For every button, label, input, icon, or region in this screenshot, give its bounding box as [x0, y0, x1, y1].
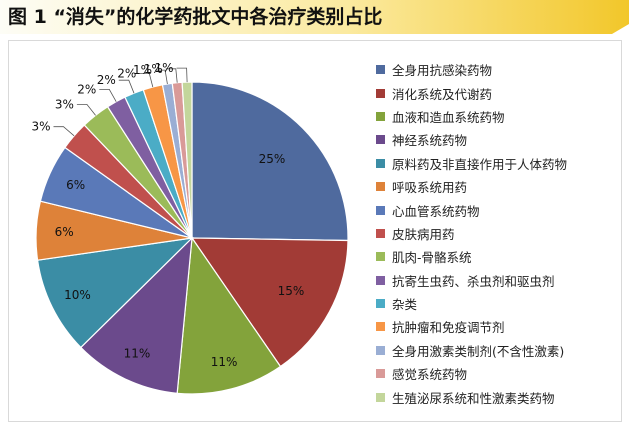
legend-item: 肌肉-骨骼系统 [376, 245, 620, 268]
pie-slice [191, 81, 349, 242]
legend-item: 抗肿瘤和免疫调节剂 [376, 315, 620, 338]
data-label: 1% [144, 62, 163, 76]
legend-item: 心血管系统药物 [376, 198, 620, 221]
data-label: 6% [66, 178, 85, 192]
legend-label: 感觉系统药物 [392, 367, 468, 383]
legend-swatch [376, 65, 385, 75]
pie-slice [36, 237, 194, 349]
legend-label: 原料药及非直接作用于人体药物 [392, 156, 568, 172]
data-label: 2% [117, 66, 136, 80]
data-label: 1% [133, 63, 152, 77]
legend-label: 抗肿瘤和免疫调节剂 [392, 320, 505, 336]
legend-swatch [376, 182, 385, 192]
leader-line [155, 69, 168, 85]
data-label: 10% [64, 288, 91, 302]
leader-line [176, 67, 188, 83]
data-label: 3% [31, 120, 50, 134]
pie-chart: 25%15%11%11%10%6%6%3%3%2%2% 2%1%1%1% [31, 61, 349, 395]
legend-label: 皮肤病用药 [392, 226, 455, 242]
pie-slice [190, 237, 349, 368]
data-label: 11% [124, 347, 151, 361]
legend-item: 血液和造血系统药物 [376, 105, 620, 128]
chart-legend: 全身用抗感染药物 消化系统及代谢药 血液和造血系统药物 神经系统药物原料药及非直接作用… [376, 58, 620, 409]
legend-swatch [376, 228, 385, 238]
data-label: 25% [259, 152, 286, 166]
legend-label: 心血管系统药物 [392, 203, 480, 219]
legend-item: 感觉系统药物 [376, 362, 620, 385]
title-bar: 图 1 “消失”的化学药批文中各治疗类别占比 [0, 0, 629, 34]
legend-swatch [376, 111, 385, 121]
legend-swatch [376, 322, 385, 332]
chart-area: 25% 15% 11% 11% 10% 6% 6% 3% 3% 2% 2% 2% 1% 1% 1% [8, 40, 622, 422]
data-label: 3% [55, 97, 74, 111]
pie-slice [79, 236, 193, 394]
data-label: 6% [55, 225, 74, 239]
legend-label: 血液和造血系统药物 [392, 109, 505, 125]
data-label: 11% [211, 355, 238, 369]
legend-item: 原料药及非直接作用于人体药物 [376, 152, 620, 175]
leader-line [118, 79, 135, 94]
legend-swatch [376, 252, 385, 262]
data-label: 2% [97, 73, 116, 87]
legend-label: 生殖泌尿系统和性激素类药物 [392, 390, 555, 406]
legend-swatch [376, 275, 385, 285]
legend-label: 肌肉-骨骼系统 [392, 250, 472, 266]
leader-line [165, 68, 178, 83]
legend-label: 呼吸系统用药 [392, 180, 468, 196]
leader-line [76, 104, 96, 116]
data-label: 15% [278, 284, 305, 298]
legend-item: 生殖泌尿系统和性激素类药物 [376, 385, 620, 408]
legend-swatch [376, 158, 385, 168]
data-label: 1% [155, 61, 174, 75]
legend-swatch [376, 135, 385, 145]
legend-swatch [376, 299, 385, 309]
data-label: 2% [77, 82, 96, 96]
legend-item: 杂类 [376, 292, 620, 315]
legend-label: 全身用激素类制剂(不含性激素) [392, 343, 565, 359]
legend-label: 消化系统及代谢药 [392, 86, 493, 102]
pie-slice [176, 236, 282, 395]
legend-swatch [376, 369, 385, 379]
legend-item: 全身用抗感染药物 [376, 58, 620, 81]
legend-swatch [376, 205, 385, 215]
legend-item: 抗寄生虫药、杀虫剂和驱虫剂 [376, 269, 620, 292]
legend-label: 抗寄生虫药、杀虫剂和驱虫剂 [392, 273, 555, 289]
chart-title: 图 1 “消失”的化学药批文中各治疗类别占比 [8, 6, 383, 28]
leader-line [99, 89, 117, 102]
legend-item: 消化系统及代谢药 [376, 81, 620, 104]
legend-item: 神经系统药物 [376, 128, 620, 151]
legend-item: 全身用激素类制剂(不含性激素) [376, 339, 620, 362]
title-banner [0, 0, 629, 34]
legend-swatch [376, 345, 385, 355]
leader-line [53, 126, 75, 137]
legend-label: 杂类 [392, 297, 418, 313]
leader-line [139, 73, 154, 88]
legend-label: 神经系统药物 [392, 133, 468, 149]
legend-item: 皮肤病用药 [376, 222, 620, 245]
legend-swatch [376, 392, 385, 402]
legend-item: 呼吸系统用药 [376, 175, 620, 198]
legend-swatch [376, 88, 385, 98]
legend-label: 全身用抗感染药物 [392, 63, 493, 79]
